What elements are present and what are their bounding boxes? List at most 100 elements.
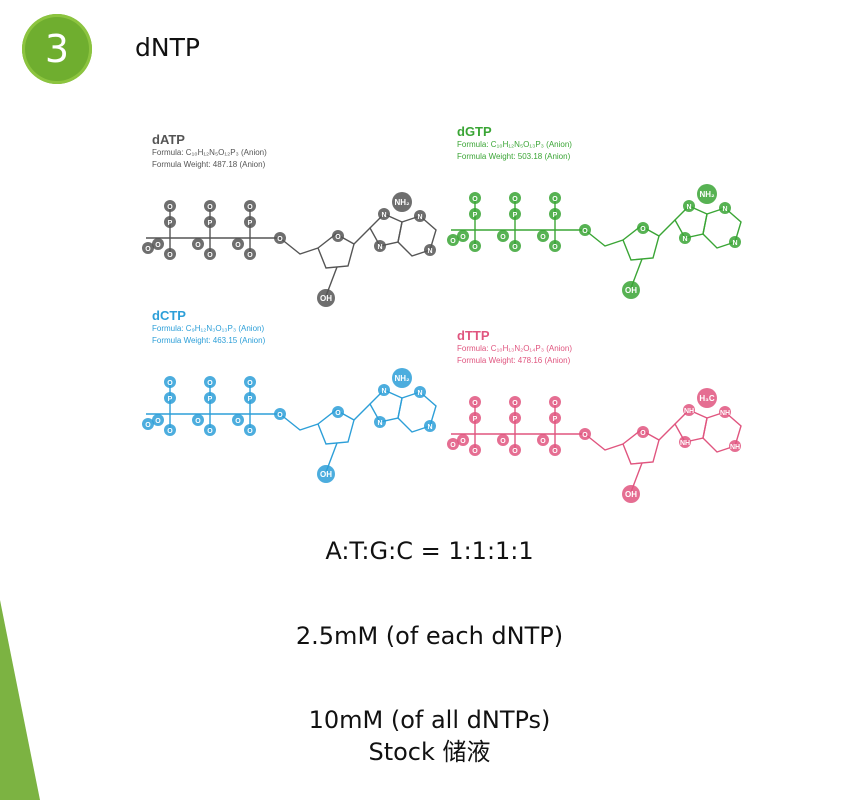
svg-text:P: P xyxy=(473,416,478,423)
svg-text:O: O xyxy=(472,400,478,407)
oxygen-atom: O xyxy=(579,224,591,236)
svg-text:P: P xyxy=(168,396,173,403)
oxygen-atom: O xyxy=(469,396,481,408)
svg-text:N: N xyxy=(377,420,382,427)
svg-text:O: O xyxy=(247,428,253,435)
svg-text:NH₂: NH₂ xyxy=(394,374,410,383)
svg-text:O: O xyxy=(640,430,646,437)
oxygen-atom: O xyxy=(192,414,204,426)
oxygen-atom: O xyxy=(204,200,216,212)
molecule-structure: OPOOOPOOOPOOOO OOHNNNNNH₂ xyxy=(140,352,440,492)
hydroxyl-group: OH xyxy=(317,465,335,483)
molecule-name: dCTP xyxy=(152,308,265,323)
phosphorus-atom: P xyxy=(244,216,256,228)
svg-text:O: O xyxy=(235,242,241,249)
nitrogen-atom: NH xyxy=(719,406,731,418)
svg-text:P: P xyxy=(248,396,253,403)
nitrogen-atom: N xyxy=(378,208,390,220)
svg-text:O: O xyxy=(552,244,558,251)
phosphorus-atom: P xyxy=(509,412,521,424)
svg-text:O: O xyxy=(207,252,213,259)
svg-text:O: O xyxy=(450,238,456,245)
svg-text:N: N xyxy=(427,424,432,431)
molecule-panel-dttp: dTTP Formula: C₁₀H₁₃N₂O₁₄P₃ (Anion) Formul… xyxy=(457,328,572,367)
oxygen-atom: O xyxy=(274,232,286,244)
oxygen-atom: O xyxy=(192,238,204,250)
svg-text:O: O xyxy=(552,196,558,203)
svg-text:O: O xyxy=(500,438,506,445)
hydroxyl-group: OH xyxy=(622,485,640,503)
nitrogen-atom: N xyxy=(719,202,731,214)
svg-text:OH: OH xyxy=(320,470,332,479)
svg-text:N: N xyxy=(686,204,691,211)
svg-text:NH: NH xyxy=(680,440,690,447)
base-substituent: H₃C xyxy=(697,388,717,408)
svg-text:P: P xyxy=(248,220,253,227)
molecule-weight: Formula Weight: 503.18 (Anion) xyxy=(457,151,572,163)
nitrogen-atom: N xyxy=(414,210,426,222)
svg-text:O: O xyxy=(512,400,518,407)
molecule-panel-dgtp: dGTP Formula: C₁₀H₁₂N₅O₁₃P₃ (Anion) Formul… xyxy=(457,124,572,163)
phosphorus-atom: P xyxy=(469,412,481,424)
svg-text:O: O xyxy=(167,204,173,211)
nitrogen-atom: N xyxy=(374,240,386,252)
svg-text:N: N xyxy=(381,388,386,395)
molecule-panel-dctp: dCTP Formula: C₉H₁₂N₃O₁₃P₃ (Anion) Formula… xyxy=(152,308,265,347)
oxygen-atom: O xyxy=(497,434,509,446)
svg-text:P: P xyxy=(473,212,478,219)
oxygen-atom: O xyxy=(447,234,459,246)
sugar-oxygen-atom: O xyxy=(637,426,649,438)
svg-text:O: O xyxy=(460,438,466,445)
phosphorus-atom: P xyxy=(549,412,561,424)
svg-text:O: O xyxy=(207,428,213,435)
svg-text:O: O xyxy=(145,422,151,429)
oxygen-atom: O xyxy=(549,396,561,408)
molecule-formula: Formula: C₁₀H₁₂N₅O₁₂P₃ (Anion) xyxy=(152,147,267,159)
each-concentration-text: 2.5mM (of each dNTP) xyxy=(0,622,859,650)
molecule-structure: OPOOOPOOOPOOOO OOHNHNHNHNHH₃C xyxy=(445,372,745,512)
svg-text:O: O xyxy=(472,244,478,251)
oxygen-atom: O xyxy=(232,238,244,250)
svg-text:O: O xyxy=(582,432,588,439)
molecule-structure: OPOOOPOOOPOOOO OOHNNNNNH₂ xyxy=(140,176,440,316)
svg-text:N: N xyxy=(732,240,737,247)
oxygen-atom: O xyxy=(579,428,591,440)
oxygen-atom: O xyxy=(509,444,521,456)
svg-text:O: O xyxy=(472,448,478,455)
svg-text:OH: OH xyxy=(625,286,637,295)
slide-number: 3 xyxy=(45,30,69,68)
green-accent-shape xyxy=(0,0,40,800)
svg-text:P: P xyxy=(553,416,558,423)
ratio-text: A:T:G:C = 1:1:1:1 xyxy=(0,537,859,565)
svg-text:O: O xyxy=(207,380,213,387)
svg-text:O: O xyxy=(500,234,506,241)
nitrogen-atom: N xyxy=(729,236,741,248)
oxygen-atom: O xyxy=(497,230,509,242)
nitrogen-atom: N xyxy=(374,416,386,428)
svg-text:NH: NH xyxy=(730,444,740,451)
oxygen-atom: O xyxy=(164,248,176,260)
svg-text:O: O xyxy=(247,380,253,387)
svg-text:P: P xyxy=(168,220,173,227)
svg-text:P: P xyxy=(553,212,558,219)
oxygen-atom: O xyxy=(549,240,561,252)
nitrogen-atom: N xyxy=(424,420,436,432)
svg-text:O: O xyxy=(335,234,341,241)
svg-text:O: O xyxy=(512,448,518,455)
nitrogen-atom: N xyxy=(683,200,695,212)
svg-text:O: O xyxy=(167,252,173,259)
base-substituent: NH₂ xyxy=(392,368,412,388)
svg-text:NH₂: NH₂ xyxy=(699,190,715,199)
svg-text:O: O xyxy=(207,204,213,211)
oxygen-atom: O xyxy=(509,192,521,204)
svg-text:N: N xyxy=(682,236,687,243)
base-substituent: NH₂ xyxy=(392,192,412,212)
slide-number-badge: 3 xyxy=(22,14,92,84)
svg-text:O: O xyxy=(540,234,546,241)
svg-text:O: O xyxy=(155,242,161,249)
molecule-weight: Formula Weight: 478.16 (Anion) xyxy=(457,355,572,367)
nitrogen-atom: NH xyxy=(679,436,691,448)
molecule-name: dGTP xyxy=(457,124,572,139)
svg-text:O: O xyxy=(540,438,546,445)
oxygen-atom: O xyxy=(244,424,256,436)
